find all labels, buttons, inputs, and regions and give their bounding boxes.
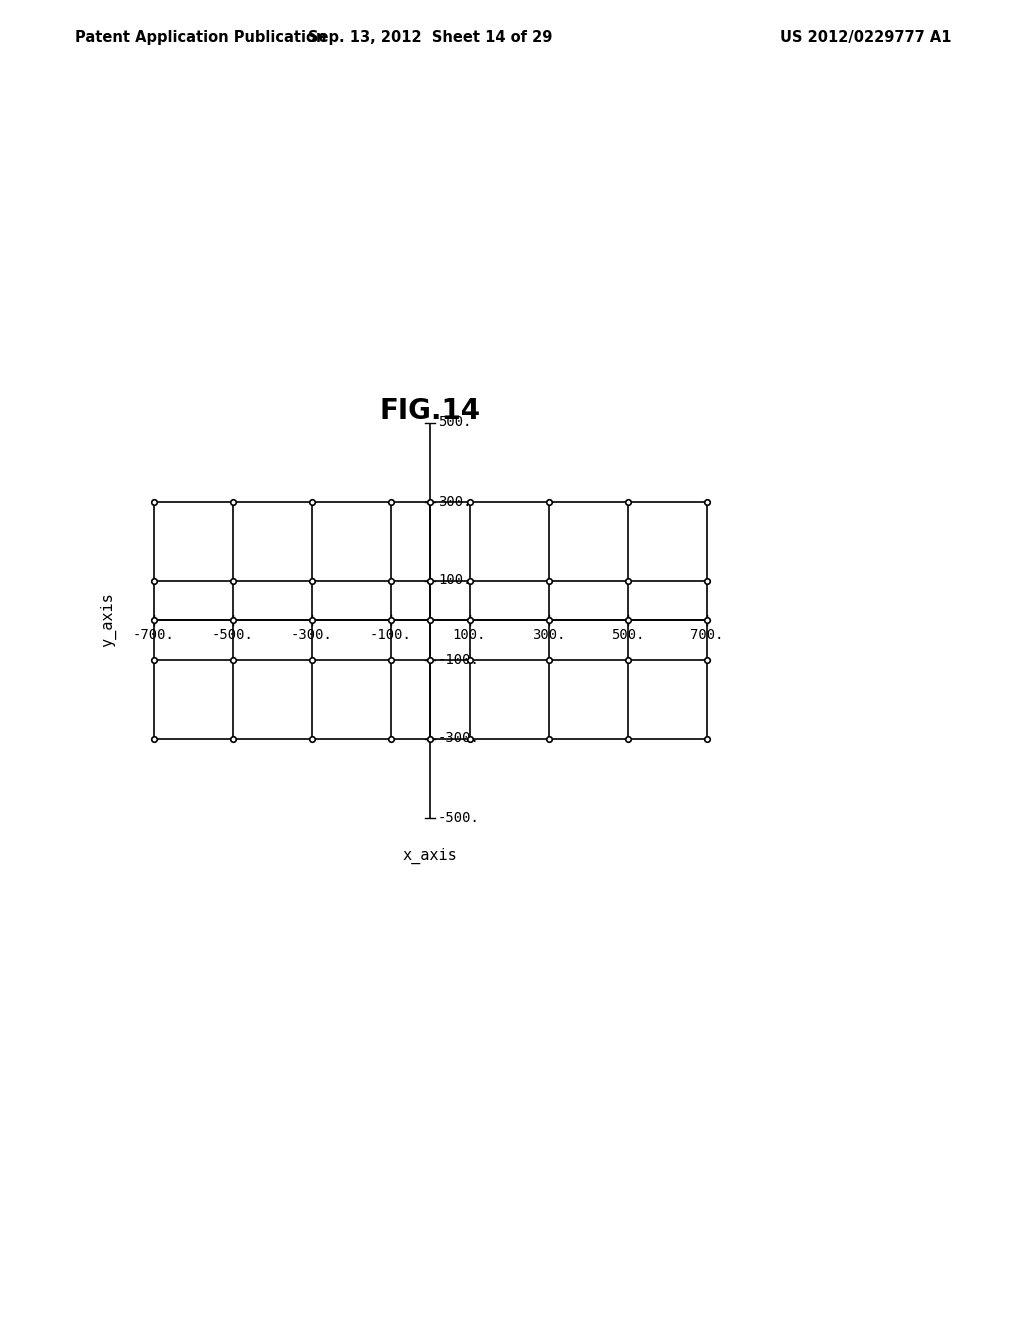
Text: 100.: 100. <box>453 628 486 642</box>
Text: x_axis: x_axis <box>402 847 458 863</box>
Text: y_axis: y_axis <box>100 593 117 647</box>
Text: FIG.14: FIG.14 <box>380 397 480 425</box>
Text: US 2012/0229777 A1: US 2012/0229777 A1 <box>780 30 951 45</box>
Text: -300.: -300. <box>438 731 480 746</box>
Text: 100.: 100. <box>438 573 471 587</box>
Text: -100.: -100. <box>370 628 412 642</box>
Text: 300.: 300. <box>531 628 565 642</box>
Text: -700.: -700. <box>132 628 174 642</box>
Text: 500.: 500. <box>610 628 644 642</box>
Text: -300.: -300. <box>291 628 333 642</box>
Text: 500.: 500. <box>438 416 471 429</box>
Text: -500.: -500. <box>438 810 480 825</box>
Text: Sep. 13, 2012  Sheet 14 of 29: Sep. 13, 2012 Sheet 14 of 29 <box>308 30 552 45</box>
Text: -100.: -100. <box>438 652 480 667</box>
Text: 300.: 300. <box>438 495 471 508</box>
Text: -500.: -500. <box>212 628 253 642</box>
Text: 700.: 700. <box>690 628 723 642</box>
Text: Patent Application Publication: Patent Application Publication <box>75 30 327 45</box>
